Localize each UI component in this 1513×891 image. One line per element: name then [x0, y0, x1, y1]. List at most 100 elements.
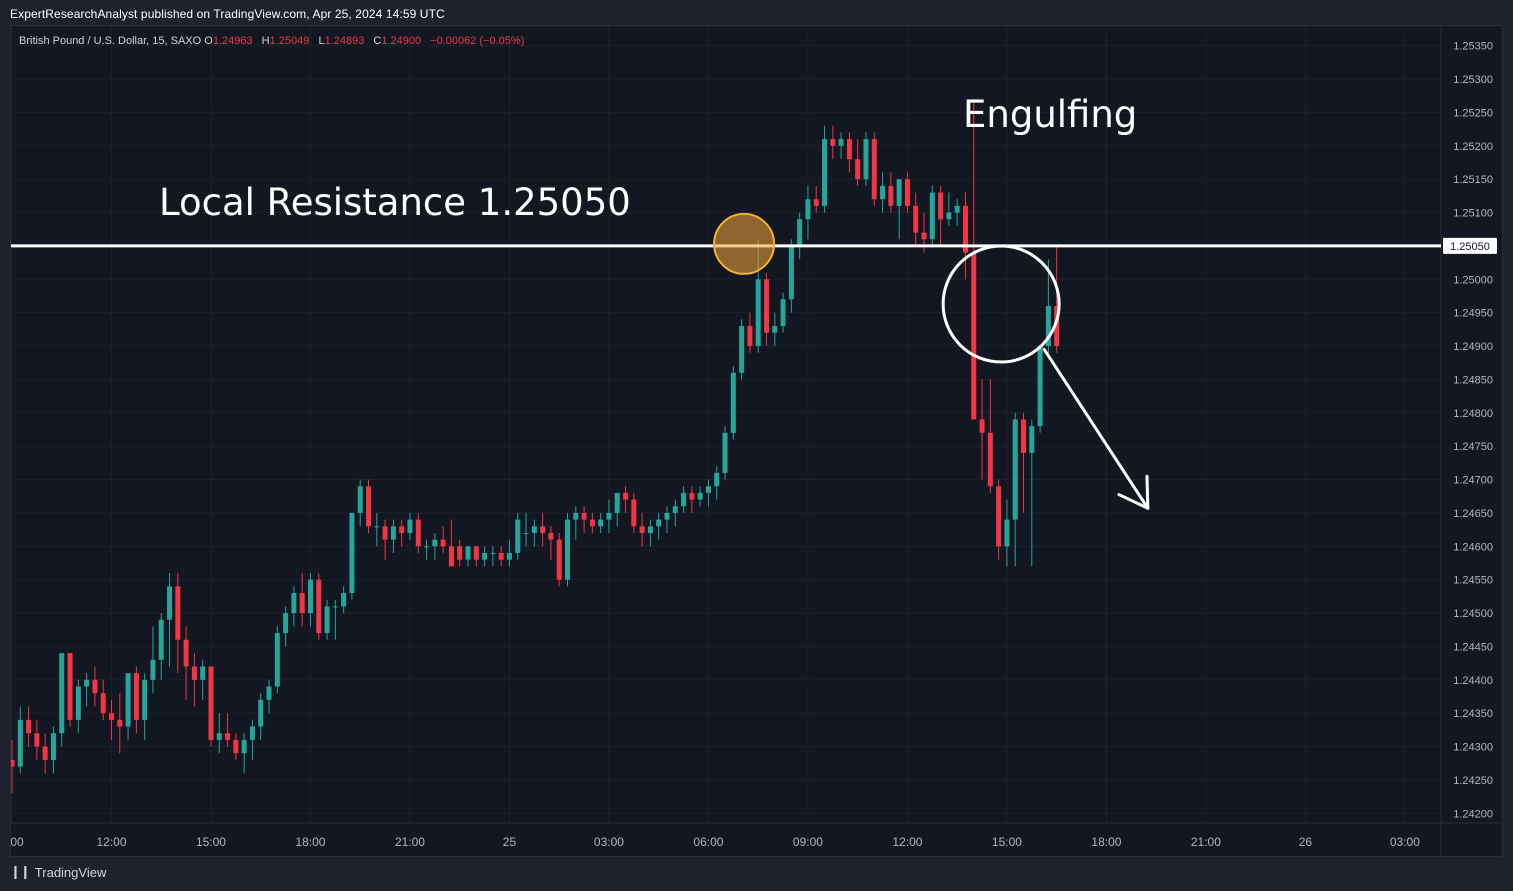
candle-body[interactable] — [1029, 426, 1035, 453]
brand-name[interactable]: TradingView — [34, 864, 107, 880]
candle-body[interactable] — [697, 492, 703, 500]
candle-body[interactable] — [125, 673, 131, 727]
candle-body[interactable] — [324, 606, 330, 634]
candle-body[interactable] — [979, 419, 985, 433]
candle-body[interactable] — [366, 486, 372, 527]
candle-body[interactable] — [1045, 306, 1051, 347]
candle-body[interactable] — [457, 546, 463, 560]
candle-body[interactable] — [846, 139, 852, 160]
candle-body[interactable] — [67, 653, 73, 720]
candle-body[interactable] — [382, 526, 388, 540]
candle-body[interactable] — [283, 613, 289, 634]
candle-body[interactable] — [424, 546, 430, 548]
candle-body[interactable] — [390, 526, 396, 540]
candle-body[interactable] — [531, 526, 537, 533]
candle-body[interactable] — [34, 733, 40, 747]
candle-body[interactable] — [797, 219, 803, 246]
white-highlight-circle[interactable] — [941, 244, 1061, 364]
candle-body[interactable] — [946, 212, 952, 220]
candle-body[interactable] — [490, 552, 496, 554]
candle-body[interactable] — [606, 512, 612, 520]
candle-body[interactable] — [50, 733, 56, 760]
candle-body[interactable] — [896, 179, 902, 206]
candle-body[interactable] — [150, 659, 156, 680]
candle-body[interactable] — [647, 526, 653, 533]
candle-body[interactable] — [672, 506, 678, 513]
candle-body[interactable] — [75, 686, 81, 720]
candle-body[interactable] — [681, 492, 687, 507]
candle-body[interactable] — [664, 512, 670, 520]
candle-body[interactable] — [200, 666, 206, 680]
candle-body[interactable] — [407, 519, 413, 533]
candle-body[interactable] — [1004, 519, 1010, 547]
candle-body[interactable] — [415, 519, 421, 547]
candle-body[interactable] — [316, 579, 322, 634]
candle-body[interactable] — [747, 326, 753, 347]
candle-body[interactable] — [506, 552, 512, 560]
candle-body[interactable] — [167, 586, 173, 620]
candle-body[interactable] — [216, 733, 222, 740]
candle-body[interactable] — [540, 526, 546, 533]
candle-body[interactable] — [705, 486, 711, 493]
candle-body[interactable] — [291, 593, 297, 614]
candle-body[interactable] — [929, 192, 935, 240]
candle-body[interactable] — [92, 679, 98, 694]
candle-body[interactable] — [722, 432, 728, 473]
candle-body[interactable] — [871, 139, 877, 200]
candlestick-chart[interactable]: 1.25350 1.25300 1.25250 1.25200 1.25150 1.251… — [11, 26, 1502, 856]
candle-body[interactable] — [108, 713, 114, 720]
candle-body[interactable] — [249, 726, 255, 740]
candle-body[interactable] — [432, 539, 438, 547]
candle-body[interactable] — [913, 205, 919, 233]
candle-body[interactable] — [548, 532, 554, 540]
candle-body[interactable] — [473, 546, 479, 560]
candle-body[interactable] — [772, 326, 778, 333]
candle-body[interactable] — [863, 139, 869, 180]
candle-body[interactable] — [880, 185, 886, 200]
candle-body[interactable] — [987, 432, 993, 487]
candle-body[interactable] — [523, 532, 529, 534]
candle-body[interactable] — [598, 519, 604, 527]
candle-body[interactable] — [631, 499, 637, 527]
candle-body[interactable] — [133, 673, 139, 720]
candle-body[interactable] — [855, 159, 861, 180]
candle-body[interactable] — [1021, 419, 1027, 453]
candle-body[interactable] — [26, 719, 32, 734]
arrow-shaft[interactable] — [1042, 347, 1150, 510]
candle-body[interactable] — [448, 546, 454, 567]
candle-body[interactable] — [84, 679, 90, 687]
candle-body[interactable] — [241, 739, 247, 754]
candle-body[interactable] — [191, 666, 197, 680]
candle-body[interactable] — [100, 693, 106, 714]
candle-body[interactable] — [374, 526, 380, 528]
candle-body[interactable] — [17, 719, 23, 767]
candle-body[interactable] — [208, 666, 214, 740]
candle-body[interactable] — [11, 759, 15, 767]
candle-body[interactable] — [498, 552, 504, 560]
candle-body[interactable] — [888, 185, 894, 206]
candle-body[interactable] — [399, 526, 405, 533]
candle-body[interactable] — [755, 279, 761, 347]
candle-body[interactable] — [996, 486, 1002, 547]
candle-body[interactable] — [341, 593, 347, 607]
candle-body[interactable] — [614, 492, 620, 513]
candle-body[interactable] — [689, 492, 695, 500]
candle-body[interactable] — [805, 199, 811, 220]
candle-body[interactable] — [739, 326, 745, 373]
candle-body[interactable] — [482, 552, 488, 560]
candle-body[interactable] — [258, 699, 264, 727]
candle-body[interactable] — [938, 192, 944, 220]
candle-body[interactable] — [788, 245, 794, 300]
candle-body[interactable] — [158, 619, 164, 660]
candle-body[interactable] — [639, 526, 645, 533]
candle-body[interactable] — [623, 492, 629, 500]
candle-body[interactable] — [183, 639, 189, 667]
candle-body[interactable] — [440, 539, 446, 547]
candle-body[interactable] — [813, 199, 819, 206]
candle-body[interactable] — [822, 139, 828, 206]
candle-body[interactable] — [954, 205, 960, 213]
candle-body[interactable] — [515, 519, 521, 553]
candle-body[interactable] — [714, 472, 720, 487]
candle-body[interactable] — [332, 606, 338, 608]
candle-body[interactable] — [962, 205, 968, 253]
